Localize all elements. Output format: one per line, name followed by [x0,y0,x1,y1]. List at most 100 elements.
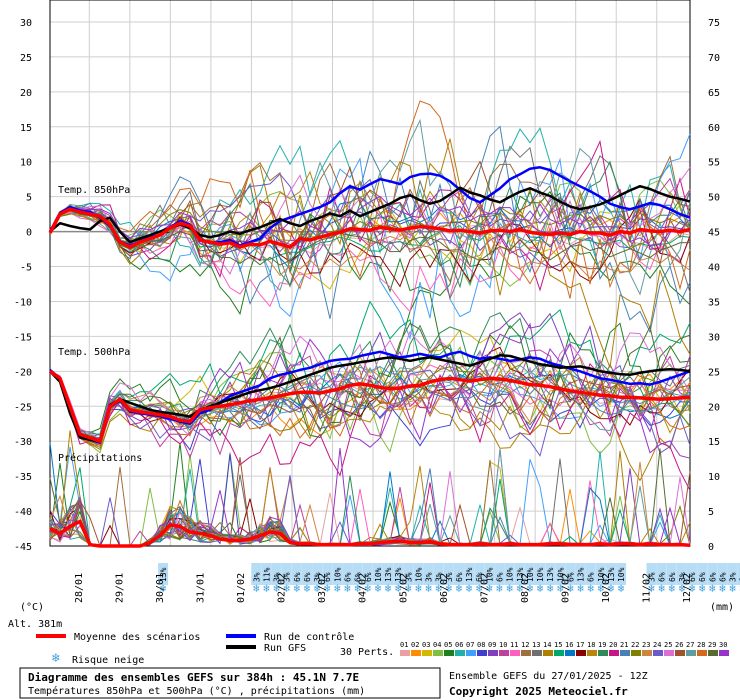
pert-swatch [598,650,608,656]
snow-risk-pct: 6% [708,572,717,582]
x-date-label: 05/02 [398,573,409,603]
snow-risk-pct: 10% [414,567,423,582]
pert-number: 03 [422,641,430,649]
snow-risk-bar [383,563,394,585]
snowflake-icon: ❄ [375,582,382,595]
x-date-label: 06/02 [439,573,450,603]
snow-risk-pct: 10% [536,567,545,582]
snow-risk-bar [585,563,596,585]
y-tick-left: -20 [14,367,32,378]
pert-swatch [697,650,707,656]
y-tick-right: 5 [708,507,714,518]
snow-risk-pct: 10% [374,567,383,582]
snow-risk-pct: 6% [495,572,504,582]
member-500-line [49,354,691,447]
member-850-line [49,160,691,270]
snow-risk-bar [474,563,485,585]
snow-risk-pct: 6% [698,572,707,582]
snowflake-icon: ❄ [385,582,392,595]
legend-control-label: Run de contrôle [264,631,354,643]
snowflake-icon: ❄ [273,582,280,595]
snowflake-icon: ❄ [618,582,625,595]
chart-subtitle: Températures 850hPa et 500hPa (°C) , pré… [28,685,365,697]
pert-swatch [664,650,674,656]
pert-number: 16 [565,641,573,649]
y-tick-left: -5 [20,263,32,274]
snowflake-icon: ❄ [354,582,361,595]
x-date-label: 07/02 [479,573,490,603]
snow-risk-bar [737,563,740,585]
snowflake-icon: ❄ [314,582,321,595]
snow-risk-bar [372,563,383,585]
pert-swatch [631,650,641,656]
snowflake-icon: ❄ [679,582,686,595]
snowflake-icon: ❄ [567,582,574,595]
snowflake-icon: ❄ [283,582,290,595]
snow-risk-pct: 3% [404,572,413,582]
pert-number: 02 [411,641,419,649]
y-tick-right: 30 [708,332,720,343]
x-date-label: 28/01 [74,573,85,603]
pert-swatch [543,650,553,656]
series-t850-line [49,184,691,244]
snow-risk-pct: 10% [506,567,515,582]
series-t500-line [48,369,691,443]
pert-swatch [488,650,498,656]
snow-risk-pct: 6% [739,572,740,582]
snow-risk-bar [312,563,323,585]
snowflake-icon: ❄ [435,582,442,595]
snow-risk-bar [261,563,272,585]
y-tick-left: -15 [14,332,32,343]
y-tick-right: 45 [708,228,720,239]
copyright: Copyright 2025 Meteociel.fr [449,685,628,698]
snow-risk-bar [707,563,718,585]
snow-risk-pct: 13% [546,567,555,582]
snow-risk-bar [443,563,454,585]
pert-number: 05 [444,641,452,649]
snow-risk-bar [666,563,677,585]
snowflake-icon: ❄ [405,582,412,595]
snowflake-icon: ❄ [709,582,716,595]
y-tick-right: 25 [708,367,720,378]
member-850-line [49,195,691,246]
snowflake-icon: ❄ [537,582,544,595]
snow-risk-pct: 6% [475,572,484,582]
y-tick-right: 75 [708,18,720,29]
pert-swatch [642,650,652,656]
snowflake-icon: ❄ [658,582,665,595]
legend-perts-label: 30 Perts. [340,647,394,658]
snowflake-icon: ❄ [253,582,260,595]
snow-risk-pct: 6% [303,572,312,582]
member-500-line [49,362,691,491]
snow-risk-pct: 13% [465,567,474,582]
snow-risk-pct: 3% [445,572,454,582]
member-850-line [49,209,691,266]
pert-number: 29 [708,641,716,649]
y-tick-right: 70 [708,53,720,64]
snow-risk-bar [271,563,282,585]
snow-risk-pct: 6% [354,572,363,582]
x-date-label: 11/02 [641,573,652,603]
y-tick-left: 10 [20,158,32,169]
pert-number: 08 [477,641,485,649]
snow-risk-bar [322,563,333,585]
x-axis-dates: 28/01 29/01 30/01 31/01 01/02 02/02 03/02 04/02… [74,573,693,603]
x-date-label: 29/01 [115,573,126,603]
pert-number: 28 [697,641,705,649]
series-t500-line [49,354,691,443]
member-500-line [49,330,691,441]
snow-risk-bar [545,563,556,585]
pert-swatch [411,650,421,656]
member-850-line [49,155,691,283]
right-unit-label: (mm) [710,602,734,613]
x-date-label: 10/02 [601,573,612,603]
x-date-label: 01/02 [236,573,247,603]
snow-risk-pct: 13% [159,567,168,582]
snow-risk-bar [524,563,535,585]
pert-number: 27 [686,641,694,649]
y-tick-right: 55 [708,158,720,169]
pert-number: 25 [664,641,672,649]
snow-risk-pct: 3% [678,572,687,582]
series-precip-line [49,519,691,548]
